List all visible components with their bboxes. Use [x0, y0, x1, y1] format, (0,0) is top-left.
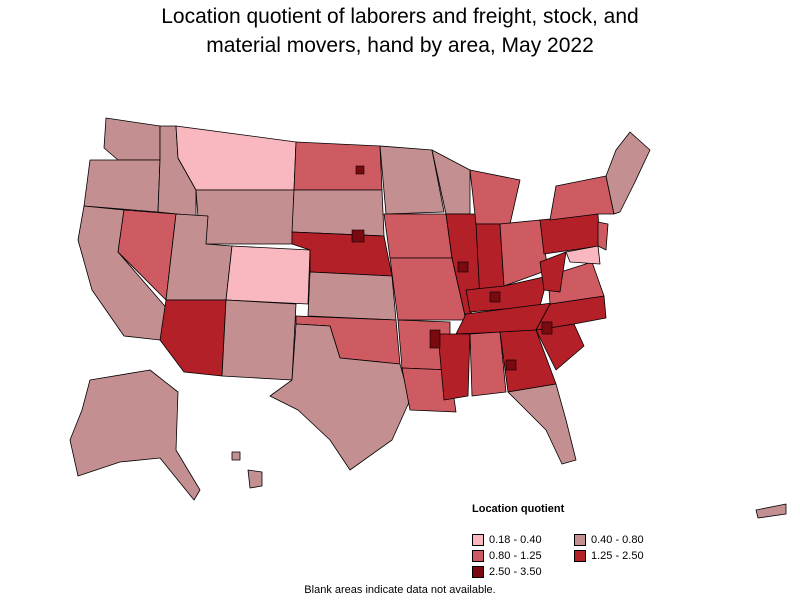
region-south-dakota — [291, 189, 385, 237]
region-new-york — [549, 175, 615, 221]
region-minnesota — [379, 145, 445, 215]
region-georgia-central — [505, 359, 517, 371]
legend-label: 0.40 - 0.80 — [591, 533, 644, 546]
legend-swatch — [472, 533, 484, 546]
region-north-dakota — [293, 141, 383, 191]
legend: Location quotient 0.18 - 0.40 0.40 - 0.8… — [472, 503, 674, 578]
map-title-line-1: Location quotient of laborers and freigh… — [161, 5, 639, 28]
region-west-virginia — [539, 251, 567, 293]
region-arizona — [159, 299, 227, 377]
legend-label: 0.18 - 0.40 — [489, 533, 542, 546]
region-new-mexico — [221, 299, 297, 381]
region-montana — [175, 125, 297, 191]
region-hawaii-maui — [231, 451, 241, 461]
region-kentucky-central — [489, 291, 501, 303]
region-colorado — [225, 245, 311, 305]
legend-label: 0.80 - 1.25 — [489, 549, 542, 562]
region-washington — [103, 117, 161, 161]
region-alaska — [69, 369, 201, 501]
region-puerto-rico — [755, 503, 787, 519]
region-iowa — [383, 213, 453, 259]
legend-swatch — [472, 549, 484, 562]
region-new-jersey — [597, 221, 609, 251]
legend-item-class-3: 1.25 - 2.50 — [574, 549, 674, 562]
region-alabama — [469, 331, 507, 397]
legend-label: 2.50 - 3.50 — [489, 565, 542, 578]
map-title: Location quotient of laborers and freigh… — [0, 2, 800, 60]
region-mississippi — [437, 333, 471, 401]
region-oregon — [83, 159, 161, 213]
region-florida — [507, 383, 577, 465]
legend-item-class-0: 0.18 - 0.40 — [472, 533, 574, 546]
legend-swatch — [574, 533, 586, 546]
legend-swatch — [574, 549, 586, 562]
region-new-england — [605, 131, 651, 215]
region-kentucky — [465, 275, 549, 313]
legend-title: Location quotient — [472, 503, 565, 515]
map-title-line-2: material movers, hand by area, May 2022 — [206, 34, 594, 57]
region-north-dakota-east — [355, 165, 365, 175]
region-maryland — [565, 245, 601, 265]
legend-swatch — [472, 565, 484, 578]
region-wyoming — [195, 189, 295, 245]
region-upstate-sc — [541, 321, 553, 335]
region-memphis — [429, 329, 441, 349]
legend-item-class-4: 2.50 - 3.50 — [472, 565, 574, 578]
region-michigan — [469, 169, 521, 225]
region-texas — [269, 323, 411, 471]
legend-item-class-2: 0.80 - 1.25 — [472, 549, 574, 562]
region-nebraska-east — [351, 229, 365, 243]
region-kansas — [307, 271, 397, 321]
region-illinois-central — [457, 261, 469, 273]
footnote: Blank areas indicate data not available. — [304, 584, 496, 596]
legend-items: 0.18 - 0.40 0.40 - 0.80 0.80 - 1.25 1.25… — [472, 533, 674, 578]
legend-item-class-1: 0.40 - 0.80 — [574, 533, 674, 546]
legend-label: 1.25 - 2.50 — [591, 549, 644, 562]
region-hawaii-big-island — [247, 469, 263, 489]
